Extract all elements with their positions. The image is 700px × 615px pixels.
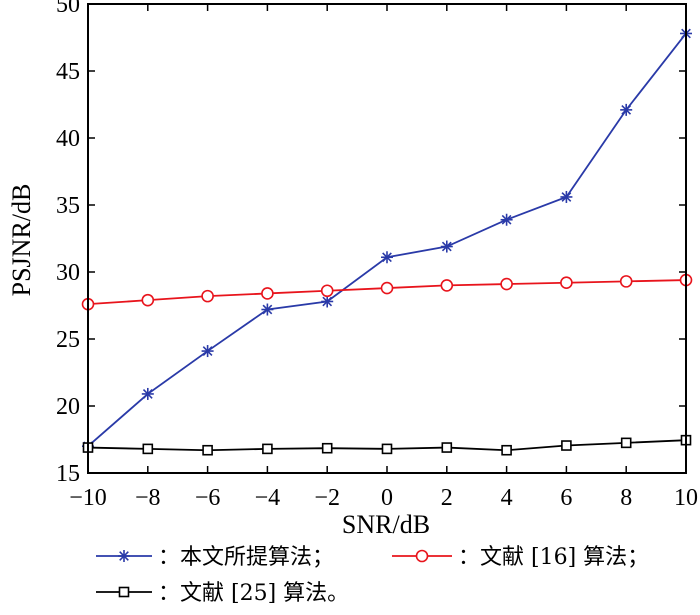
y-tick-label: 50 xyxy=(56,0,80,18)
square-marker xyxy=(441,442,453,453)
legend: ：本文所提算法； ：文献 [16] 算法； ：文献 [25] 算法。 xyxy=(96,545,649,606)
square-marker xyxy=(561,440,572,451)
square-marker xyxy=(142,443,154,455)
y-tick-label: 25 xyxy=(56,327,80,353)
series-line xyxy=(87,32,687,447)
plot-frame xyxy=(87,3,687,474)
asterisk-marker xyxy=(262,304,273,315)
square-marker xyxy=(321,442,333,454)
circle-marker xyxy=(380,281,394,295)
x-tick-label: −2 xyxy=(314,485,340,511)
asterisk-marker xyxy=(441,241,452,252)
circle-marker xyxy=(500,277,513,291)
y-tick-label: 15 xyxy=(56,461,80,487)
x-tick-label: −6 xyxy=(195,485,221,511)
asterisk-marker xyxy=(382,252,392,263)
legend-item-1: ：本文所提算法； xyxy=(96,545,334,570)
circle-marker xyxy=(415,549,429,563)
x-tick-label: −10 xyxy=(69,485,107,511)
y-tick-label: 20 xyxy=(56,394,80,420)
legend-label: ：文献 [25] 算法。 xyxy=(158,581,349,606)
chart-axes: −10 −8 −6 −4 −2 0 2 4 6 8 10 15 20 25 30 35 40 45 50 xyxy=(56,0,698,511)
x-tick-label: −4 xyxy=(255,485,281,511)
circle-marker xyxy=(440,279,454,292)
legend-label: ：本文所提算法； xyxy=(158,545,334,570)
circle-marker xyxy=(261,287,274,300)
series-3 xyxy=(82,434,692,456)
x-axis-label: SNR/dB xyxy=(342,510,430,539)
x-tick-label: −8 xyxy=(135,485,161,511)
circle-marker xyxy=(141,293,155,307)
series-2 xyxy=(81,273,693,311)
asterisk-marker xyxy=(501,214,512,225)
asterisk-marker xyxy=(322,296,333,307)
series-1 xyxy=(82,27,692,453)
y-tick-label: 40 xyxy=(56,126,80,152)
asterisk-marker xyxy=(142,389,153,399)
asterisk-marker xyxy=(119,551,129,561)
x-tick-label: 4 xyxy=(501,485,513,511)
square-marker xyxy=(202,444,213,456)
x-tick-label: 2 xyxy=(441,485,453,511)
y-tick-label: 30 xyxy=(56,260,80,286)
legend-label: ：文献 [16] 算法； xyxy=(458,545,649,570)
chart-marks xyxy=(81,27,693,456)
asterisk-marker xyxy=(621,104,632,115)
square-marker xyxy=(262,443,273,455)
x-tick-label: 0 xyxy=(381,485,393,511)
x-tick-label: 8 xyxy=(620,485,632,511)
y-tick-label: 35 xyxy=(56,193,80,219)
circle-marker xyxy=(560,276,573,290)
square-marker xyxy=(118,586,130,598)
circle-marker xyxy=(201,289,214,303)
x-tick-label: 10 xyxy=(674,485,698,511)
asterisk-marker xyxy=(561,192,572,202)
y-axis-label: PSJNR/dB xyxy=(7,184,36,297)
y-tick-label: 45 xyxy=(56,59,80,85)
square-marker xyxy=(381,443,393,455)
square-marker xyxy=(620,437,632,449)
square-marker xyxy=(501,444,512,456)
circle-marker xyxy=(619,275,633,288)
asterisk-marker xyxy=(202,346,213,356)
legend-item-3: ：文献 [25] 算法。 xyxy=(96,581,349,606)
x-tick-label: 6 xyxy=(560,485,572,511)
circle-marker xyxy=(320,284,334,298)
legend-item-2: ：文献 [16] 算法； xyxy=(392,545,649,570)
